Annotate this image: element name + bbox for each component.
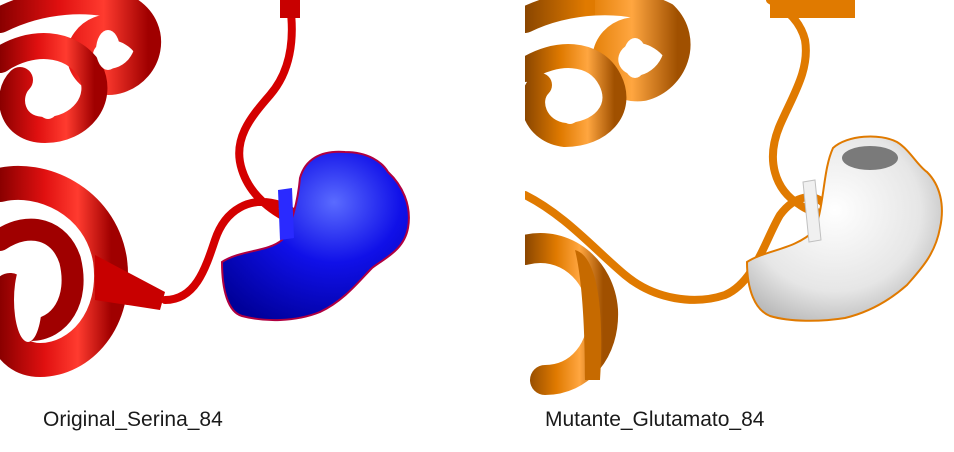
- original-protein-render: [0, 0, 410, 378]
- mutant-caption: Mutante_Glutamato_84: [545, 408, 765, 431]
- mutant-structure-panel: [525, 0, 954, 398]
- residue-stick: [278, 188, 294, 240]
- residue-surface-serine: [220, 150, 410, 322]
- helix-left: [525, 233, 619, 395]
- residue-surface-glutamate: [745, 135, 943, 322]
- helix-left: [0, 165, 165, 378]
- original-caption: Original_Serina_84: [43, 408, 223, 431]
- ribbon-end: [770, 0, 855, 18]
- original-structure-panel: [0, 0, 430, 398]
- mutant-protein-render: [525, 0, 943, 395]
- ribbon-end: [280, 0, 300, 18]
- helix-top-left: [525, 0, 691, 148]
- helix-top-left: [0, 0, 161, 144]
- residue-stick: [802, 179, 822, 243]
- surface-cavity: [842, 146, 898, 170]
